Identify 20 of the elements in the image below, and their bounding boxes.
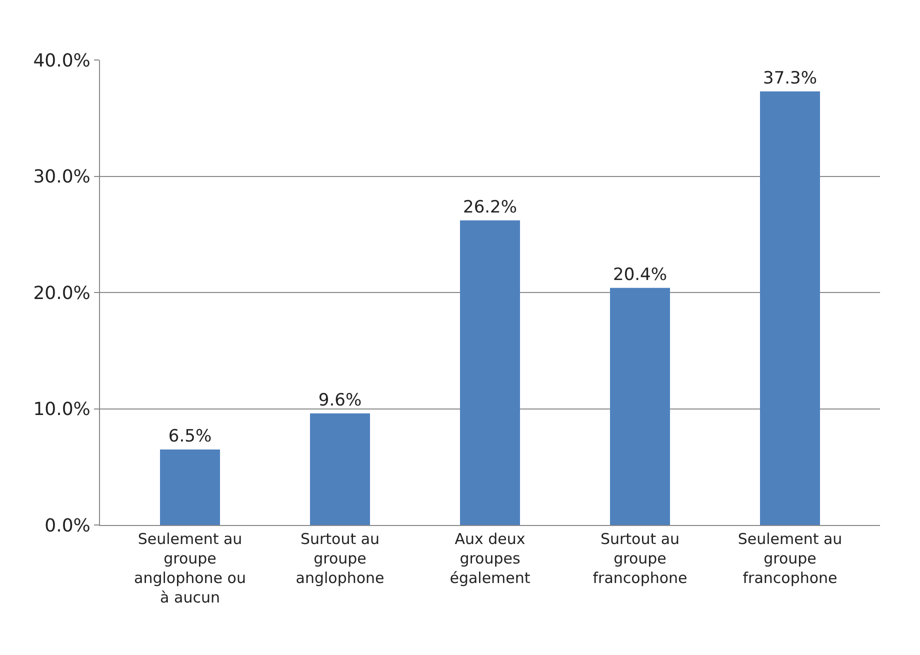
data-label: 20.4% [612,264,668,285]
data-label: 9.6% [318,390,362,410]
bar [760,91,820,525]
y-tick-label: 20.0% [33,282,90,304]
x-tick-label: Seulement au groupe francophone [738,530,842,587]
data-label: 6.5% [168,426,212,446]
bar [160,449,220,525]
x-tick-label: Seulement au groupe anglophone ou à aucun [134,530,246,606]
y-tick-label: 0.0% [44,515,90,536]
y-tick-label: 10.0% [33,399,90,420]
bar [310,413,370,525]
data-label: 26.2% [462,197,518,218]
x-tick-label: Surtout au groupe francophone [592,530,688,587]
y-tick-label: 30.0% [33,166,90,188]
x-tick-label: Aux deux groupes également [450,530,530,587]
x-tick-label: Surtout au groupe anglophone [296,530,384,587]
y-tick-label: 40.0% [33,50,90,72]
data-label: 37.3% [762,68,818,88]
bar [610,288,670,525]
bar [460,220,520,525]
